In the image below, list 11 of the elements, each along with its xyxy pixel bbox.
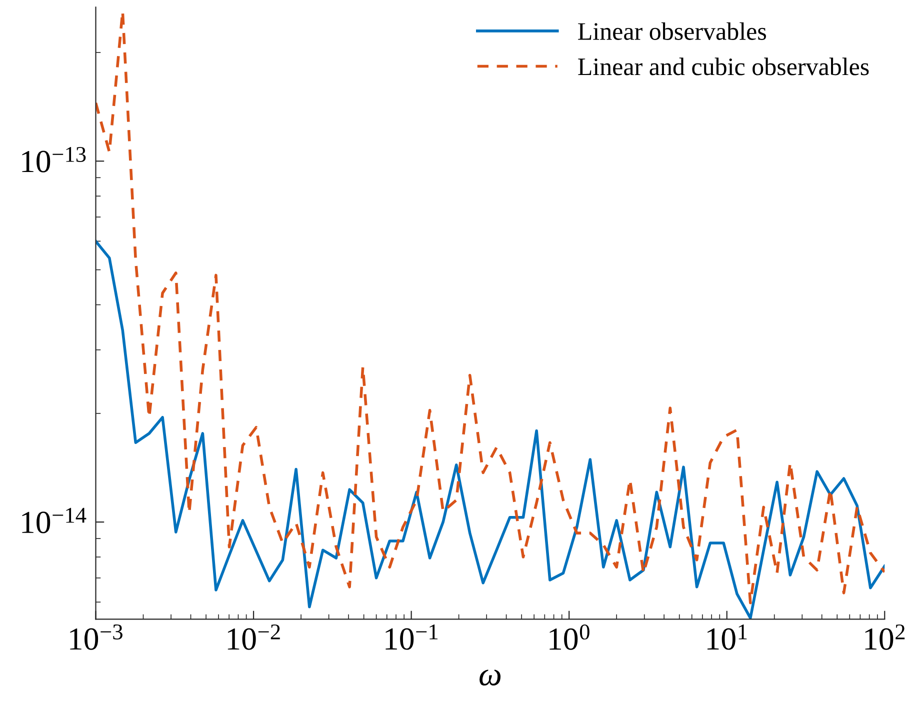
legend-label: Linear and cubic observables <box>578 58 869 76</box>
x-tick-label: 10$^{−3}$ <box>70 624 122 650</box>
x-tick-label: 10$^{−1}$ <box>386 624 438 650</box>
x-axis-title: ω <box>480 670 501 686</box>
x-tick-label: 10$^{−2}$ <box>228 624 280 650</box>
x-tick-label: 10$^{0}$ <box>550 624 590 650</box>
x-tick-label: 10$^{2}$ <box>865 624 905 650</box>
legend-label: Linear observables <box>578 22 766 40</box>
y-tick-label: 10$^{−13}$ <box>22 146 86 172</box>
x-tick-label: 10$^{1}$ <box>707 624 747 650</box>
y-tick-label: 10$^{−14}$ <box>22 508 86 534</box>
